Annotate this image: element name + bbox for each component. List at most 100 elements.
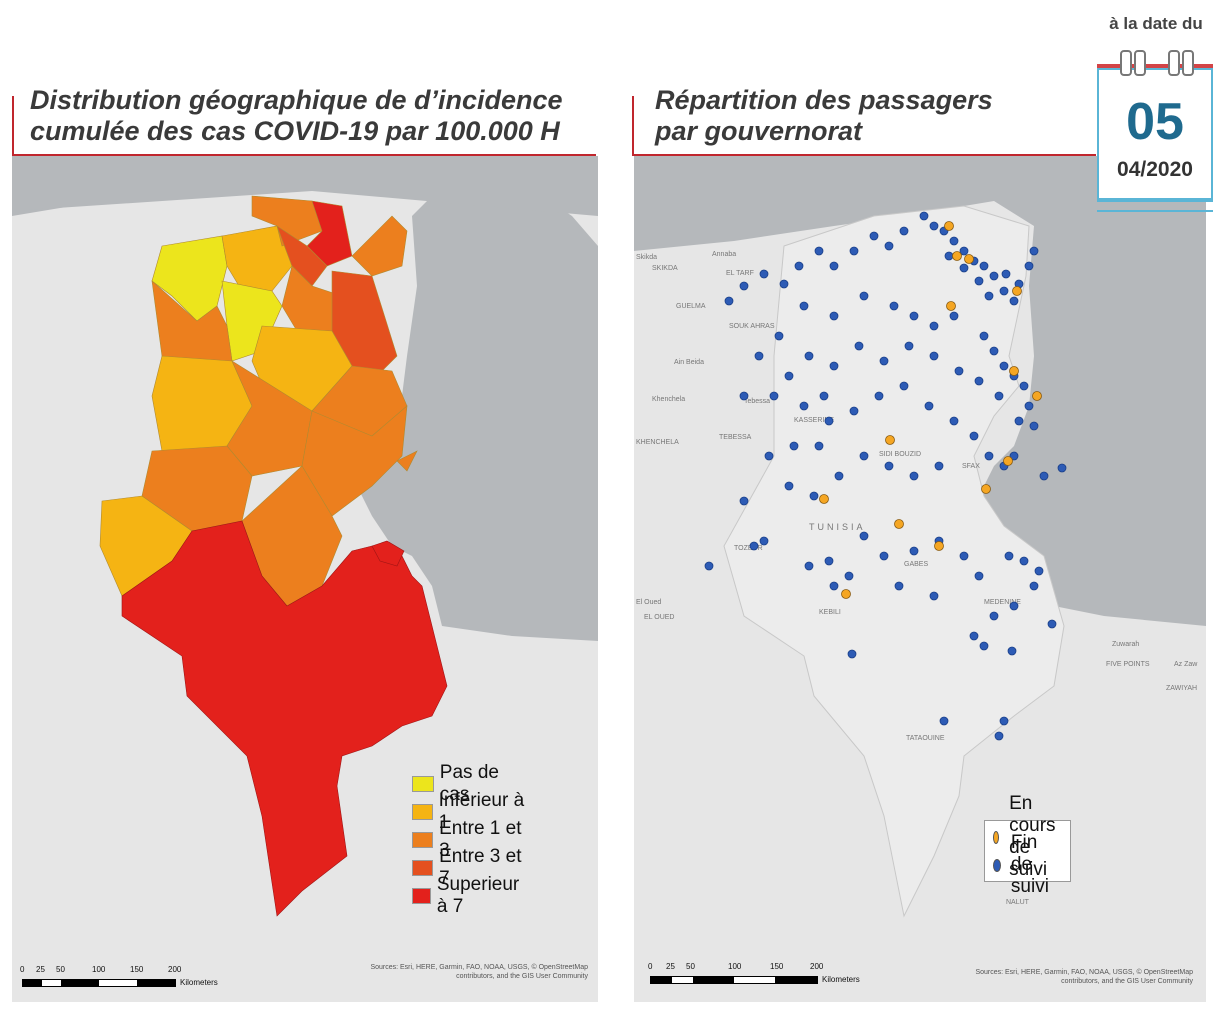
- legend-item-no-cases: Pas de cas: [412, 762, 524, 805]
- legend-swatch: [412, 776, 434, 792]
- place-label: El Oued: [636, 599, 661, 606]
- place-label: Az Zaw: [1174, 661, 1198, 668]
- left-title-line1: Distribution géographique de d’incidence: [30, 85, 563, 115]
- calendar-day: 05: [1126, 93, 1184, 151]
- legend-item-below-1: Inférieur à 1: [412, 790, 524, 833]
- place-label: TUNISIA: [809, 522, 866, 532]
- scale-tick: 200: [810, 962, 824, 971]
- calendar-ring-icon: [1120, 50, 1132, 76]
- scale-tick: 200: [168, 965, 182, 974]
- right-map: Annaba SKIKDA EL TARF GUELMA SOUK AHRAS …: [634, 156, 1206, 1002]
- sea-area: [634, 156, 1206, 626]
- legend-dot: [993, 830, 1000, 844]
- scale-tick: 50: [56, 965, 65, 974]
- right-scale-bar: 0 25 50 100 150 200 Kilometers: [648, 962, 888, 988]
- scale-unit: Kilometers: [822, 975, 860, 984]
- right-legend: En cours de suivi Fin de suivi: [984, 793, 1072, 897]
- passenger-dot-map: Annaba SKIKDA EL TARF GUELMA SOUK AHRAS …: [634, 156, 1206, 1002]
- scale-tick: 25: [36, 965, 45, 974]
- right-title-line1: Répartition des passagers: [655, 85, 993, 115]
- scale-tick: 0: [648, 962, 653, 971]
- place-label: KHENCHELA: [636, 439, 679, 446]
- left-map: [12, 156, 598, 1002]
- region-djerba: [371, 540, 405, 567]
- scale-tick: 100: [92, 965, 106, 974]
- region-manouba: [276, 225, 328, 287]
- calendar-ring-icon: [1168, 50, 1180, 76]
- legend-item-1-3: Entre 1 et 3: [412, 818, 524, 861]
- calendar-page-lines: [1097, 198, 1213, 212]
- left-title-bracket: [12, 96, 14, 154]
- governorates: [99, 195, 448, 917]
- scale-tick: 0: [20, 965, 25, 974]
- place-label: ZAWIYAH: [1166, 685, 1197, 692]
- legend-swatch: [412, 888, 431, 904]
- place-label: EL TARF: [726, 270, 754, 277]
- scale-tick: 25: [666, 962, 675, 971]
- left-scale-bar: 0 25 50 100 150 200 Kilometers: [20, 965, 260, 991]
- place-label: Khenchela: [652, 396, 685, 403]
- legend-swatch: [412, 832, 434, 848]
- place-label: SIDI BOUZID: [879, 451, 921, 458]
- left-title-line2: cumulée des cas COVID-19 par 100.000 H: [30, 116, 560, 146]
- passenger-dots: [704, 211, 1067, 741]
- place-label: TEBESSA: [719, 434, 752, 441]
- region-kerkennah: [396, 450, 418, 472]
- legend-label: Entre 3 et 7: [439, 846, 522, 889]
- legend-item-above-7: Superieur à 7: [412, 874, 524, 917]
- credit-line: Sources: Esri, HERE, Garmin, FAO, NOAA, …: [370, 964, 588, 971]
- legend-label: Fin de suivi: [1010, 832, 1049, 897]
- place-label: KASSERINE: [794, 417, 834, 424]
- place-label: SFAX: [962, 463, 980, 470]
- place-label: TATAOUINE: [906, 735, 945, 742]
- calendar-ring-icon: [1182, 50, 1194, 76]
- scale-tick: 150: [770, 962, 784, 971]
- map-place-labels: Annaba SKIKDA EL TARF GUELMA SOUK AHRAS …: [636, 251, 1198, 906]
- calendar-month-year: 04/2020: [1117, 158, 1193, 181]
- right-title-line2: par gouvernorat: [655, 116, 863, 146]
- legend-label: Superieur à 7: [436, 874, 520, 917]
- right-title-bracket: [632, 96, 634, 154]
- scale-graphic: [22, 979, 176, 987]
- legend-label: Pas de cas: [439, 762, 499, 805]
- legend-item-fin-suivi: Fin de suivi: [993, 832, 1062, 897]
- legend-label: Inférieur à 1: [438, 790, 525, 833]
- place-label: SOUK AHRAS: [729, 323, 775, 330]
- place-label: TOZEUR: [734, 545, 763, 552]
- calendar-page: [1097, 68, 1213, 202]
- left-title: Distribution géographique de d’incidence…: [30, 85, 610, 147]
- legend-dot: [993, 858, 1001, 872]
- date-calendar: à la date du 05 04/2020: [1094, 8, 1218, 213]
- place-label: Annaba: [712, 251, 736, 258]
- place-label: FIVE POINTS: [1106, 661, 1150, 668]
- calendar-ring-icon: [1134, 50, 1146, 76]
- right-title-underline: [632, 154, 1096, 156]
- place-label: SKIKDA: [652, 265, 678, 272]
- region-south: [121, 520, 448, 917]
- scale-tick: 50: [686, 962, 695, 971]
- date-label: à la date du: [1109, 14, 1203, 33]
- legend-label: En cours de suivi: [1009, 793, 1056, 880]
- place-label: NALUT: [1006, 899, 1030, 906]
- legend-item-3-7: Entre 3 et 7: [412, 846, 524, 889]
- place-label: Tebessa: [744, 398, 770, 405]
- place-label: Ain Beida: [674, 359, 704, 366]
- scale-graphic: [650, 976, 818, 984]
- place-label: Skikda: [636, 254, 657, 261]
- legend-item-en-cours: En cours de suivi: [993, 793, 1062, 880]
- scale-tick: 150: [130, 965, 144, 974]
- place-label: GABES: [904, 561, 928, 568]
- credit-line: contributors, and the GIS User Community: [1061, 978, 1193, 985]
- legend-swatch: [412, 804, 433, 820]
- place-label: KEBILI: [819, 609, 841, 616]
- credit-line: contributors, and the GIS User Community: [456, 973, 588, 980]
- right-title: Répartition des passagers par gouvernora…: [655, 85, 1085, 147]
- place-label: MEDENINE: [984, 599, 1021, 606]
- scale-unit: Kilometers: [180, 978, 218, 987]
- sea-area: [12, 156, 598, 641]
- right-credits: Sources: Esri, HERE, Garmin, FAO, NOAA, …: [905, 968, 1193, 986]
- region-nabeul: [351, 215, 408, 277]
- legend-label: Entre 1 et 3: [439, 818, 522, 861]
- place-label: GUELMA: [676, 303, 706, 310]
- legend-swatch: [412, 860, 434, 876]
